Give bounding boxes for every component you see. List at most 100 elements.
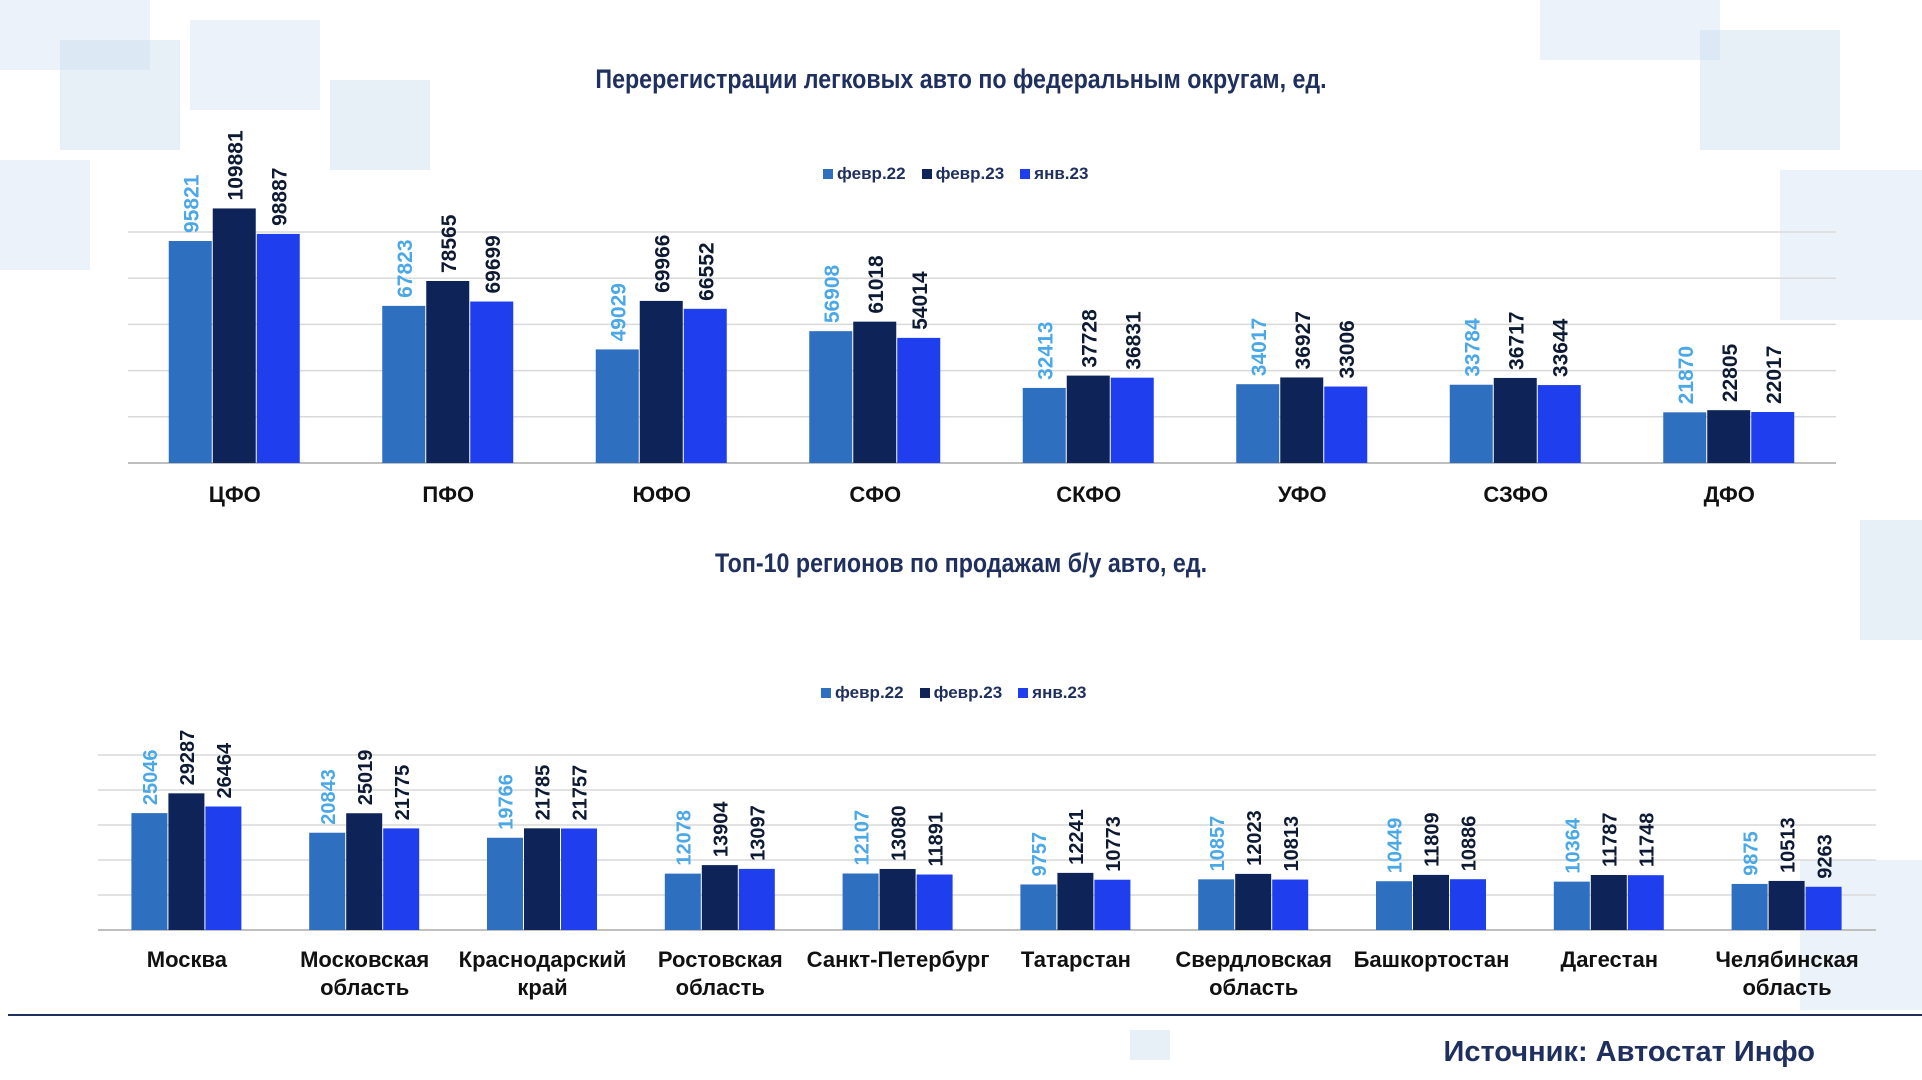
data-label: 36831	[1122, 311, 1145, 370]
data-label: 12078	[674, 810, 696, 866]
category-label: СЗФО	[1483, 482, 1548, 507]
bar-февр.23	[212, 208, 256, 463]
bar-янв.23	[897, 337, 941, 463]
bar-февр.22	[131, 813, 168, 930]
data-label: 13080	[888, 805, 910, 861]
bar-февр.23	[853, 321, 897, 463]
bar-февр.22	[1553, 881, 1590, 930]
data-label: 69966	[651, 235, 674, 293]
background-decoration	[60, 40, 180, 150]
category-label: Санкт-Петербург	[807, 947, 990, 972]
bar-февр.23	[1066, 375, 1110, 463]
legend-label: февр.22	[837, 164, 906, 183]
data-label: 11809	[1422, 812, 1444, 867]
bar-февр.22	[309, 832, 346, 930]
data-label: 10886	[1459, 816, 1481, 872]
legend-label: янв.23	[1034, 164, 1089, 183]
category-label: область	[320, 975, 409, 1000]
category-label: Свердловская	[1175, 947, 1332, 972]
bar-февр.22	[1449, 384, 1493, 463]
data-label: 33784	[1461, 318, 1484, 377]
bar-февр.23	[524, 828, 560, 930]
chart-2-legend: февр.22 февр.23 янв.23	[821, 683, 1086, 703]
bar-янв.23	[1627, 875, 1664, 930]
category-label: СКФО	[1056, 482, 1121, 507]
bar-февр.23	[1707, 410, 1751, 463]
bar-февр.22	[664, 873, 701, 930]
legend-swatch-s2	[919, 688, 930, 698]
data-label: 34017	[1248, 318, 1271, 376]
data-label: 21757	[570, 765, 592, 821]
bar-янв.23	[383, 828, 420, 930]
bar-янв.23	[916, 874, 953, 930]
data-label: 61018	[865, 255, 888, 314]
bar-февр.22	[382, 305, 426, 463]
category-label: Краснодарский	[459, 947, 627, 972]
data-label: 21870	[1675, 346, 1698, 404]
bar-янв.23	[683, 308, 727, 463]
data-label: 67823	[394, 239, 417, 297]
category-label: Московская	[300, 947, 429, 972]
bar-февр.23	[1235, 873, 1272, 930]
bar-февр.22	[168, 241, 212, 463]
bar-янв.23	[1272, 879, 1309, 930]
data-label: 54014	[909, 271, 932, 330]
bar-янв.23	[1537, 385, 1581, 463]
legend-item: февр.23	[921, 164, 1004, 184]
bar-янв.23	[256, 233, 300, 463]
bar-янв.23	[738, 868, 775, 930]
data-label: 69699	[482, 235, 505, 293]
data-label: 33006	[1336, 320, 1359, 378]
legend-swatch-s2	[921, 169, 932, 179]
bar-февр.22	[1376, 881, 1412, 930]
bar-февр.22	[1198, 879, 1235, 930]
data-label: 25046	[140, 749, 162, 805]
background-decoration	[190, 20, 320, 110]
data-label: 12107	[851, 810, 873, 866]
bar-февр.22	[1022, 387, 1066, 463]
category-label: Башкортостан	[1354, 947, 1510, 972]
data-label: 10813	[1281, 816, 1303, 872]
data-label: 26464	[214, 742, 236, 798]
footer-divider	[8, 1014, 1922, 1016]
data-label: 10364	[1563, 817, 1585, 873]
bar-февр.23	[1768, 880, 1805, 930]
bar-февр.23	[1280, 377, 1324, 463]
bar-февр.22	[595, 349, 639, 463]
bar-янв.23	[1805, 886, 1842, 930]
bar-февр.23	[1493, 377, 1537, 463]
data-label: 21775	[392, 765, 414, 821]
bar-февр.22	[1236, 384, 1280, 463]
bar-янв.23	[470, 301, 514, 463]
background-decoration	[1540, 0, 1720, 60]
data-label: 98887	[268, 168, 291, 226]
data-label: 9263	[1814, 834, 1836, 879]
bar-февр.22	[1663, 412, 1707, 463]
data-label: 36717	[1505, 312, 1528, 370]
category-label: СФО	[849, 482, 901, 507]
category-label: Челябинская	[1715, 947, 1858, 972]
data-label: 13097	[748, 805, 770, 861]
bar-февр.22	[487, 837, 523, 930]
data-label: 9757	[1029, 832, 1051, 877]
background-decoration	[1700, 30, 1840, 150]
background-decoration	[1780, 170, 1922, 320]
chart-1-plot: 95821 109881 98887 ЦФО 67823 78565 69699 ПФО 490…	[128, 130, 1836, 507]
legend-item: февр.22	[821, 683, 904, 703]
bar-янв.23	[1110, 377, 1154, 463]
bar-февр.22	[842, 873, 879, 930]
data-label: 13904	[711, 801, 733, 857]
data-label: 10857	[1207, 816, 1229, 872]
legend-item: февр.23	[919, 683, 1002, 703]
bar-февр.22	[809, 331, 853, 463]
data-label: 19766	[496, 774, 518, 830]
background-decoration	[0, 0, 150, 70]
data-label: 11748	[1637, 813, 1659, 868]
category-label: край	[517, 975, 567, 1000]
legend-item: февр.22	[823, 164, 906, 184]
chart-1-legend: февр.22 февр.23 янв.23	[823, 164, 1088, 184]
bar-янв.23	[1094, 879, 1131, 930]
bar-янв.23	[561, 828, 597, 930]
legend-label: февр.22	[835, 683, 904, 702]
background-decoration	[0, 160, 90, 270]
